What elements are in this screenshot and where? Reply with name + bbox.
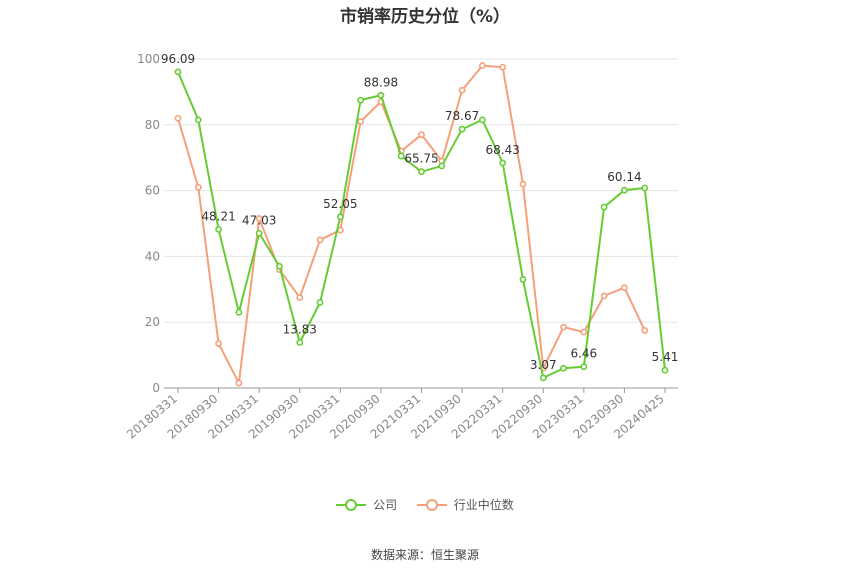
series-point-0 <box>255 229 263 237</box>
data-label: 78.67 <box>445 109 479 123</box>
series-point-1 <box>560 323 567 331</box>
series-point-1 <box>641 327 649 334</box>
series-point-0 <box>316 299 324 306</box>
source-note: 数据来源：恒生聚源 <box>370 548 479 562</box>
series-point-1 <box>235 379 243 387</box>
y-tick-label: 100 <box>137 52 160 66</box>
series-point-0 <box>296 339 304 346</box>
legend-item-company[interactable]: 公司 <box>336 496 397 513</box>
data-label: 96.09 <box>161 52 195 66</box>
series-point-0 <box>519 276 527 283</box>
series-point-0 <box>560 364 567 372</box>
series-point-1 <box>458 86 466 94</box>
series-point-1 <box>296 294 304 301</box>
data-label: 52.05 <box>323 197 357 211</box>
y-tick-label: 40 <box>145 249 160 263</box>
series-point-0 <box>539 374 547 382</box>
y-tick-label: 60 <box>145 184 160 198</box>
series-point-0 <box>377 91 385 99</box>
data-label: 88.98 <box>364 75 398 89</box>
data-labels: 96.09 48.21 47.03 13.83 52.05 88.98 65.75 78.67… <box>161 52 679 372</box>
legend-swatch-industry-median <box>416 498 447 512</box>
data-label: 5.41 <box>652 350 679 364</box>
series-point-1 <box>519 180 527 188</box>
y-tick-label: 20 <box>145 315 160 329</box>
series-point-0 <box>276 262 283 270</box>
data-label: 13.83 <box>283 322 317 336</box>
series-point-0 <box>174 68 182 76</box>
series-point-0 <box>235 308 243 316</box>
series-point-1 <box>194 183 202 191</box>
series-point-1 <box>600 292 608 300</box>
series-point-0 <box>357 96 365 104</box>
series-point-0 <box>641 184 649 192</box>
series-point-1 <box>478 62 486 69</box>
series-point-0 <box>478 116 486 124</box>
series-point-1 <box>621 284 628 292</box>
series-point-1 <box>357 118 365 125</box>
series-point-0 <box>661 366 669 374</box>
series-point-0 <box>194 116 202 124</box>
series <box>174 62 669 387</box>
legend-item-industry-median[interactable]: 行业中位数 <box>416 496 514 513</box>
y-tick-label: 0 <box>152 381 160 395</box>
series-point-1 <box>316 236 324 244</box>
data-label: 60.14 <box>607 170 641 184</box>
series-point-1 <box>418 131 425 139</box>
series-point-0 <box>600 203 608 211</box>
series-point-0 <box>438 162 446 170</box>
data-label: 48.21 <box>201 209 235 223</box>
data-label: 6.46 <box>570 347 597 361</box>
series-point-1 <box>499 63 507 71</box>
series-point-1 <box>174 114 182 122</box>
data-label: 47.03 <box>242 213 276 227</box>
series-point-1 <box>580 328 588 336</box>
data-label: 3.07 <box>530 358 557 372</box>
data-label: 68.43 <box>485 143 519 157</box>
y-tick-label: 80 <box>145 118 160 132</box>
legend-label-industry-median: 行业中位数 <box>453 498 514 512</box>
series-point-1 <box>215 340 222 347</box>
axes: 0204060801002018033120180930201903312019… <box>124 52 678 442</box>
legend: 公司 行业中位数 <box>0 496 850 513</box>
series-point-0 <box>397 152 405 160</box>
grid-lines <box>164 58 678 323</box>
series-point-0 <box>499 159 507 167</box>
legend-swatch-company <box>336 498 367 512</box>
series-point-0 <box>458 125 466 133</box>
data-label: 65.75 <box>404 152 438 166</box>
legend-label-company: 公司 <box>373 498 398 512</box>
chart-title: 市销率历史分位（%） <box>339 7 511 27</box>
series-point-0 <box>336 213 344 221</box>
series-point-0 <box>580 363 588 371</box>
series-point-1 <box>255 215 263 222</box>
series-point-0 <box>621 186 628 194</box>
series-point-0 <box>418 168 425 176</box>
series-point-0 <box>215 225 222 233</box>
